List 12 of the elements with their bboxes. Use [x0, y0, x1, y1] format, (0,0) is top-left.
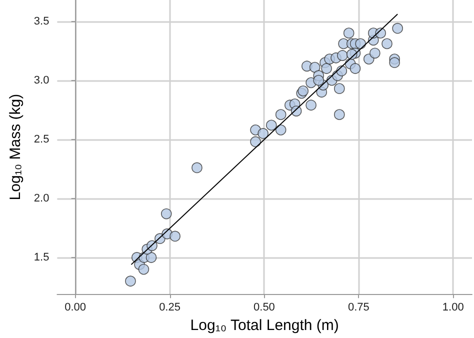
y-tick-label: 3.0	[34, 74, 50, 86]
x-tick-label: 0.50	[254, 302, 275, 314]
x-tick-label: 1.00	[442, 302, 464, 314]
x-tick-label: 0.75	[348, 302, 370, 314]
y-tick-label: 2.5	[34, 133, 50, 146]
y-tick-label: 2.0	[34, 192, 50, 204]
y-axis-title: Log₁₀ Mass (kg)	[7, 94, 24, 200]
x-axis-title: Log₁₀ Total Length (m)	[190, 317, 339, 334]
y-tick-label: 3.5	[34, 15, 50, 28]
y-tick-label: 1.5	[34, 251, 50, 264]
x-tick-label: 0.25	[159, 302, 180, 314]
x-tick-label: 0.00	[64, 302, 86, 314]
